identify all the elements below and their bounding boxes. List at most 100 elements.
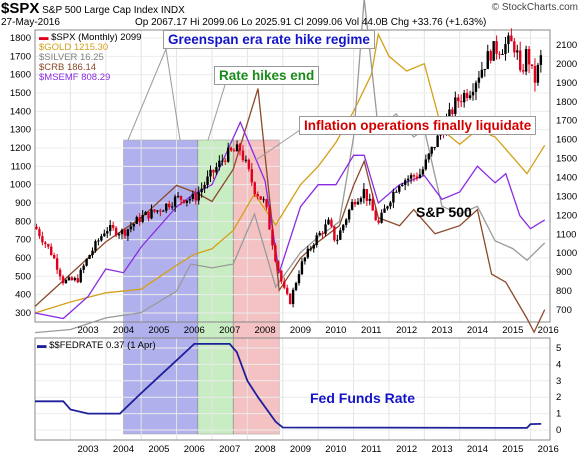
spx-candle (380, 212, 383, 223)
x-tick-fed-2013: 2013 (431, 444, 452, 455)
spx-candle (424, 159, 428, 170)
spx-candle (513, 41, 516, 53)
y-tick-left-500: 500 (15, 271, 31, 282)
y-tick-left-1600: 1600 (10, 70, 31, 81)
spx-candle (232, 150, 236, 152)
spx-candle (510, 35, 513, 42)
spx-candle (135, 217, 138, 224)
credit: © StockCharts.com (491, 2, 578, 13)
legend-spx: ▬ $SPX (Monthly) 2099 (39, 32, 141, 43)
x-tick-2016: 2016 (538, 325, 559, 336)
spx-candle (106, 231, 109, 234)
spx-candle (521, 70, 525, 72)
x-tick-2003: 2003 (78, 325, 99, 336)
spx-candle (519, 50, 522, 71)
y-tick-left-1400: 1400 (10, 106, 31, 117)
x-tick-fed-2015: 2015 (502, 444, 523, 455)
y-tick-left-600: 600 (15, 253, 31, 264)
spx-candle (226, 147, 230, 162)
spx-candle (144, 211, 147, 215)
x-tick-2010: 2010 (325, 325, 346, 336)
inflation-pointer (255, 129, 301, 161)
x-tick-fed-2007: 2007 (219, 444, 240, 455)
fed-tick-5: 5 (556, 343, 561, 354)
legend-fedrate-label: $$FEDRATE 0.37 (1 Apr) (49, 340, 156, 351)
spx-candle (274, 245, 277, 262)
series-line-silver (34, 0, 546, 334)
spx-candle (300, 261, 304, 275)
fed-rate-line (35, 342, 542, 429)
spx-candle (44, 242, 47, 245)
x-tick-2015: 2015 (502, 325, 523, 336)
spx-candle (247, 159, 251, 170)
spx-candle (344, 219, 348, 225)
fed-tick-1: 1 (556, 409, 561, 420)
spx-candle (244, 159, 248, 161)
fed-tick-4: 4 (556, 359, 561, 370)
spx-candle (498, 53, 501, 55)
y-tick-right-1100: 1100 (556, 229, 576, 240)
x-tick-2011: 2011 (361, 325, 381, 336)
spx-candle (73, 278, 77, 281)
x-tick-fed-2004: 2004 (113, 444, 134, 455)
spx-candle (85, 258, 88, 266)
fed-panel-border (34, 337, 551, 441)
spx-candle (277, 261, 280, 271)
spx-candle (495, 41, 498, 54)
y-tick-right-2100: 2100 (556, 40, 577, 51)
legend-msemf: $MSEMF 808.29 (39, 72, 111, 83)
spx-candle (103, 233, 106, 237)
spx-candle (294, 283, 298, 290)
greenspan-pointer (127, 48, 167, 141)
spx-candle (356, 201, 360, 205)
spx-candle (141, 214, 144, 222)
spx-candle (212, 169, 215, 173)
x-tick-2007: 2007 (219, 325, 240, 336)
y-tick-left-900: 900 (15, 198, 31, 209)
sp500-annotation: S&P 500 (416, 204, 472, 220)
series-line-crb (34, 88, 546, 334)
y-tick-right-1900: 1900 (556, 78, 577, 89)
spx-candle (324, 224, 327, 234)
spx-candle (132, 223, 136, 227)
spx-candle (47, 244, 50, 247)
spx-candle (182, 199, 186, 203)
spx-candle (321, 232, 324, 234)
spx-candle (527, 49, 531, 65)
spx-candle (395, 191, 398, 193)
spx-candle (342, 224, 345, 231)
spx-candle (283, 281, 286, 288)
x-tick-fed-2014: 2014 (467, 444, 488, 455)
spx-candle (265, 199, 268, 208)
fed-tick-0: 0 (556, 425, 561, 436)
spx-candle (462, 92, 466, 103)
fed-tick-2: 2 (556, 392, 561, 403)
spx-candle (347, 209, 351, 220)
spx-candle (162, 210, 165, 212)
spx-candle (268, 207, 271, 230)
spx-candle (436, 135, 439, 147)
spx-candle (427, 153, 430, 160)
spx-candle (250, 169, 253, 183)
spx-candle (336, 239, 339, 241)
y-tick-left-1800: 1800 (10, 33, 31, 44)
y-tick-right-700: 700 (556, 305, 572, 316)
spx-candle (91, 250, 94, 256)
axis-tick-labels: 2003 2003 2004 2004 2005 2005 2006 2006 2007 2007… (10, 33, 577, 455)
spx-candle (168, 203, 171, 208)
spx-candles (35, 28, 543, 308)
spx-candle (530, 64, 534, 66)
spx-candle (271, 229, 274, 246)
spx-candle (386, 206, 389, 209)
spx-candle (209, 169, 212, 177)
spx-candle (507, 35, 510, 45)
spx-candle (312, 245, 315, 249)
spx-candle (333, 226, 336, 241)
index-title: S&P 500 Large Cap Index INDX (42, 5, 185, 16)
spx-candle (365, 189, 369, 201)
spx-candle (88, 255, 91, 259)
spx-candle (238, 144, 242, 151)
spx-candle (259, 196, 262, 200)
spx-candle (138, 217, 141, 222)
spx-candle (253, 182, 256, 195)
